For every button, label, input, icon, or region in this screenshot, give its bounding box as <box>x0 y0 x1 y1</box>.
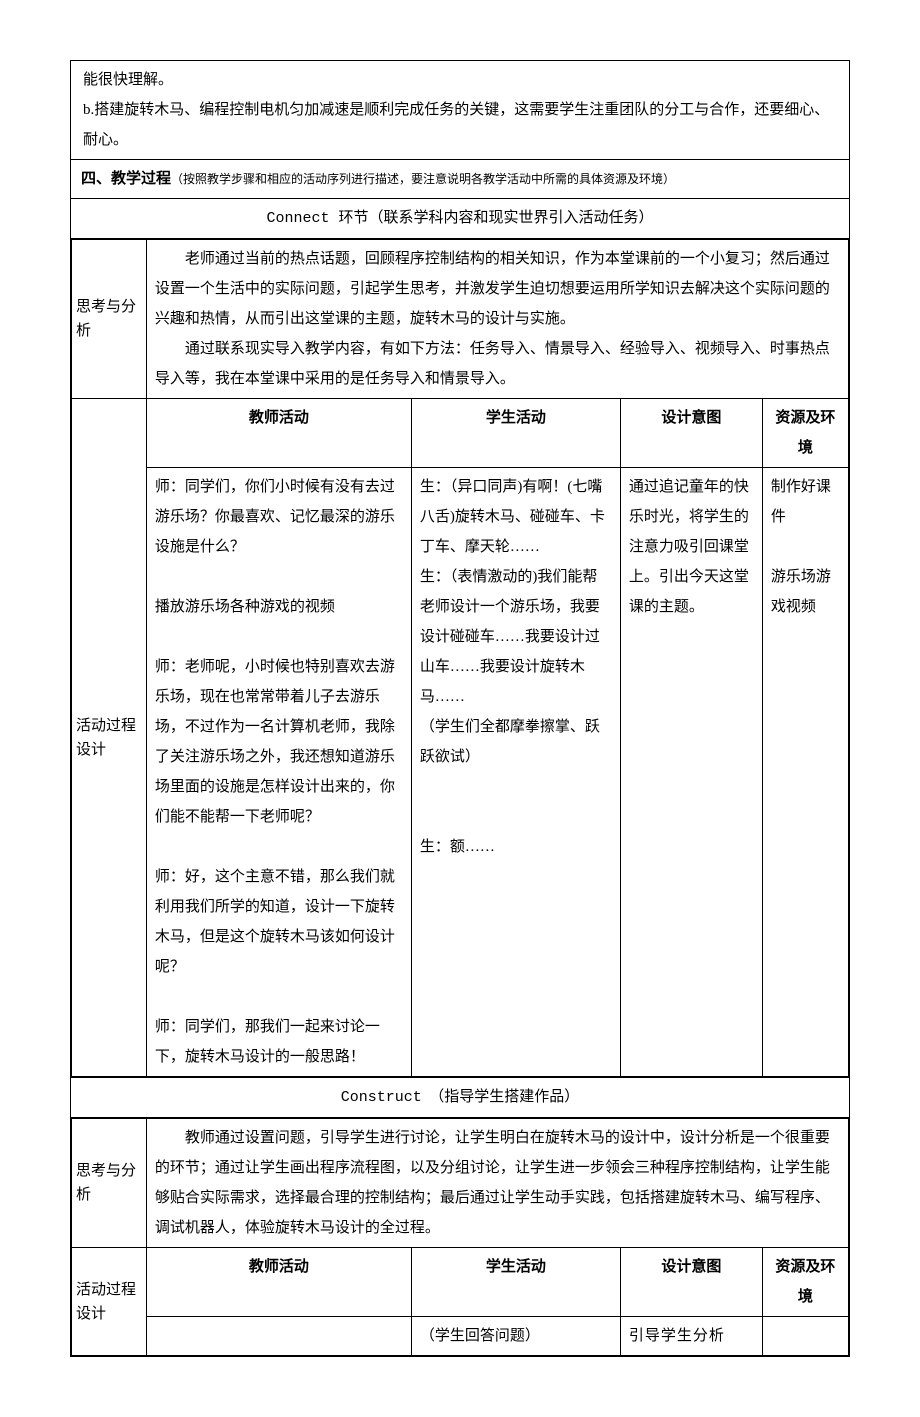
construct-header-resources: 资源及环境 <box>762 1248 848 1317</box>
connect-analysis-cell: 老师通过当前的热点话题，回顾程序控制结构的相关知识，作为本堂课前的一个小复习；然… <box>146 240 848 399</box>
connect-phase-en: Connect 环节 <box>266 210 368 227</box>
top-line2: b.搭建旋转木马、编程控制电机匀加减速是顺利完成任务的关键，这需要学生注重团队的… <box>81 95 839 155</box>
connect-process-label: 活动过程设计 <box>72 399 147 1077</box>
section4-title-note: （按照教学步骤和相应的活动序列进行描述，要注意说明各教学活动中所需的具体资源及环… <box>171 172 675 186</box>
top-paragraphs: 能很快理解。 b.搭建旋转木马、编程控制电机匀加减速是顺利完成任务的关键，这需要… <box>71 61 850 160</box>
construct-student-cell: （学生回答问题） <box>411 1317 620 1356</box>
connect-analysis-p1: 老师通过当前的热点话题，回顾程序控制结构的相关知识，作为本堂课前的一个小复习；然… <box>155 244 840 334</box>
construct-resources-cell <box>762 1317 848 1356</box>
connect-analysis-label: 思考与分析 <box>72 240 147 399</box>
construct-phase-en: Construct <box>341 1089 422 1106</box>
construct-phase-title: Construct （指导学生搭建作品） <box>71 1078 850 1118</box>
construct-analysis-cell: 教师通过设置问题，引导学生进行讨论，让学生明白在旋转木马的设计中，设计分析是一个… <box>146 1119 848 1248</box>
header-intent: 设计意图 <box>620 399 762 468</box>
header-student: 学生活动 <box>411 399 620 468</box>
construct-analysis-p: 教师通过设置问题，引导学生进行讨论，让学生明白在旋转木马的设计中，设计分析是一个… <box>155 1123 840 1243</box>
connect-intent-cell: 通过追记童年的快乐时光，将学生的注意力吸引回课堂上。引出今天这堂课的主题。 <box>620 468 762 1077</box>
section4-title-bold: 四、教学过程 <box>81 171 171 187</box>
construct-teacher-cell <box>146 1317 411 1356</box>
construct-phase-note: （指导学生搭建作品） <box>429 1089 579 1105</box>
header-resources: 资源及环境 <box>762 399 848 468</box>
lesson-plan-table: 能很快理解。 b.搭建旋转木马、编程控制电机匀加减速是顺利完成任务的关键，这需要… <box>70 60 850 1357</box>
connect-phase-note: （联系学科内容和现实世界引入活动任务） <box>369 210 654 226</box>
connect-student-cell: 生：（异口同声)有啊！(七嘴八舌)旋转木马、碰碰车、卡丁车、摩天轮…… 生：（表… <box>411 468 620 1077</box>
construct-header-student: 学生活动 <box>411 1248 620 1317</box>
section4-title: 四、教学过程（按照教学步骤和相应的活动序列进行描述，要注意说明各教学活动中所需的… <box>71 160 850 199</box>
connect-teacher-cell: 师：同学们，你们小时候有没有去过游乐场？你最喜欢、记忆最深的游乐设施是什么？ 播… <box>146 468 411 1077</box>
connect-analysis-p2: 通过联系现实导入教学内容，有如下方法：任务导入、情景导入、经验导入、视频导入、时… <box>155 334 840 394</box>
connect-resources-cell: 制作好课件 游乐场游戏视频 <box>762 468 848 1077</box>
connect-inner-table: 思考与分析 老师通过当前的热点话题，回顾程序控制结构的相关知识，作为本堂课前的一… <box>71 239 849 1077</box>
construct-analysis-label: 思考与分析 <box>72 1119 147 1248</box>
header-teacher: 教师活动 <box>146 399 411 468</box>
construct-inner-table: 思考与分析 教师通过设置问题，引导学生进行讨论，让学生明白在旋转木马的设计中，设… <box>71 1118 849 1356</box>
top-line1: 能很快理解。 <box>81 65 839 95</box>
connect-phase-title: Connect 环节（联系学科内容和现实世界引入活动任务） <box>71 199 850 239</box>
construct-header-intent: 设计意图 <box>620 1248 762 1317</box>
construct-header-teacher: 教师活动 <box>146 1248 411 1317</box>
construct-intent-cell: 引导学生分析 <box>620 1317 762 1356</box>
